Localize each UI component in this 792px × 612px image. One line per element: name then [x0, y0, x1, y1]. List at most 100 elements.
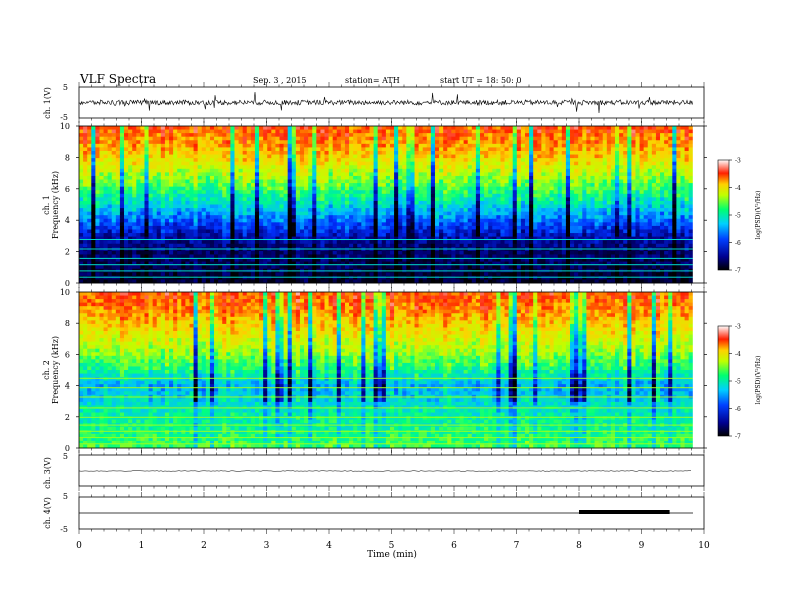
spectrogram-cell	[434, 143, 440, 148]
spectrogram-cell	[218, 200, 223, 205]
spectrogram-cell	[582, 197, 587, 202]
spectrogram-cell	[144, 222, 149, 227]
spectrogram-cell	[377, 240, 383, 245]
spectrogram-cell	[99, 154, 104, 159]
spectrogram-cell	[140, 165, 145, 170]
spectrogram-cell	[574, 129, 579, 134]
spectrogram-cell	[647, 197, 653, 202]
spectrogram-cell	[136, 211, 141, 216]
spectrogram-cell	[533, 140, 538, 145]
spectrogram-cell	[668, 193, 673, 198]
spectrogram-cell	[357, 172, 362, 177]
spectrogram-cell	[520, 129, 526, 134]
spectrogram-cell	[664, 229, 669, 234]
spectrogram-cell	[516, 168, 522, 173]
spectrogram-cell	[574, 197, 579, 202]
spectrogram-cell	[95, 179, 100, 184]
spectrogram-cell	[164, 218, 170, 223]
spectrogram-cell	[263, 200, 268, 205]
spectrogram-cell	[443, 233, 448, 238]
spectrogram-cell	[570, 179, 575, 184]
spectrogram-cell	[643, 233, 649, 238]
spectrogram-cell	[336, 225, 342, 230]
spectrogram-cell	[299, 200, 305, 205]
spectrogram-cell	[631, 240, 636, 245]
spectrogram-cell	[107, 225, 113, 230]
spectrogram-cell	[500, 165, 505, 170]
spectrogram-cell	[406, 140, 411, 145]
spectrogram-cell	[557, 190, 563, 195]
spectrogram-cell	[169, 233, 174, 238]
spectrogram-cell	[156, 129, 162, 134]
spectrogram-cell	[283, 172, 289, 177]
spectrogram-cell	[361, 175, 366, 180]
spectrogram-cell	[148, 190, 154, 195]
spectrogram-cell	[91, 208, 96, 213]
spectrogram-cell	[619, 215, 624, 220]
spectrogram-cell	[365, 186, 370, 191]
spectrogram-cell	[336, 150, 342, 155]
spectrogram-cell	[214, 133, 219, 138]
spectrogram-cell	[148, 236, 154, 241]
spectrogram-cell	[520, 143, 526, 148]
spectrogram-cell	[459, 183, 465, 188]
spectrogram-cell	[561, 236, 567, 241]
spectrogram-cell	[259, 190, 264, 195]
spectrogram-cell	[226, 133, 231, 138]
spectrogram-cell	[463, 161, 469, 166]
spectrogram-cell	[406, 147, 411, 152]
spectrogram-cell	[619, 168, 624, 173]
spectrogram-cell	[676, 197, 681, 202]
spectrogram-cell	[267, 129, 272, 134]
spectrogram-cell	[459, 140, 465, 145]
spectrogram-cell	[324, 236, 329, 241]
spectrogram-cell	[565, 126, 571, 130]
spectrogram-cell	[639, 240, 645, 245]
spectrogram-cell	[136, 179, 141, 184]
spectrogram-cell	[463, 150, 469, 155]
spectrogram-cell	[279, 147, 284, 152]
spectrogram-cell	[91, 126, 96, 130]
spectrogram-cell	[680, 175, 685, 180]
spectrogram-cell	[647, 175, 653, 180]
spectrogram-cell	[324, 143, 329, 148]
spectrogram-cell	[271, 172, 276, 177]
spectrogram-cell	[361, 129, 366, 134]
spectrogram-cell	[87, 133, 92, 138]
spectrogram-cell	[610, 129, 616, 134]
spectrogram-cell	[557, 225, 563, 230]
spectrogram-cell	[140, 168, 145, 173]
spectrogram-cell	[631, 168, 636, 173]
spectrogram-cell	[119, 236, 125, 241]
spectrogram-cell	[565, 150, 571, 155]
spectrogram-cell	[308, 186, 313, 191]
spectrogram-cell	[87, 126, 92, 130]
spectrogram-cell	[214, 175, 219, 180]
spectrogram-cell	[259, 218, 264, 223]
spectrogram-cell	[586, 150, 591, 155]
spectrogram-cell	[680, 165, 685, 170]
spectrogram-cell	[373, 172, 379, 177]
spectrogram-cell	[561, 190, 567, 195]
spectrogram-cell	[561, 183, 567, 188]
spectrogram-cell	[578, 165, 583, 170]
spectrogram-cell	[418, 172, 424, 177]
spectrogram-cell	[254, 172, 260, 177]
spectrogram-cell	[160, 179, 166, 184]
spectrogram-cell	[279, 225, 284, 230]
spectrogram-cell	[156, 225, 162, 230]
spectrogram-cell	[332, 233, 338, 238]
spectrogram-cell	[250, 186, 256, 191]
spectrogram-cell	[508, 129, 514, 134]
spectrogram-cell	[328, 179, 334, 184]
spectrogram-cell	[635, 136, 640, 141]
spectrogram-cell	[385, 175, 391, 180]
spectrogram-cell	[594, 186, 600, 191]
spectrogram-cell	[267, 183, 272, 188]
spectrogram-cell	[398, 165, 403, 170]
spectrogram-cell	[471, 133, 477, 138]
spectrogram-cell	[111, 133, 117, 138]
spectrogram-cell	[676, 193, 681, 198]
spectrogram-cell	[287, 140, 293, 145]
spectrogram-cell	[664, 190, 669, 195]
